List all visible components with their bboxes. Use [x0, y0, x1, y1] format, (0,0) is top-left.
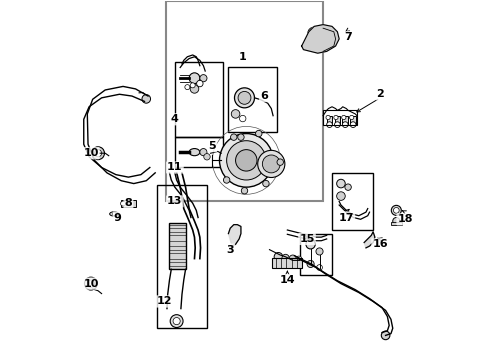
Text: 1: 1: [238, 52, 246, 62]
Bar: [299, 234, 331, 275]
Ellipse shape: [109, 212, 118, 216]
Circle shape: [325, 115, 329, 120]
Circle shape: [349, 122, 355, 127]
Bar: [342, 116, 347, 125]
Circle shape: [190, 85, 198, 93]
Circle shape: [241, 188, 247, 194]
Circle shape: [295, 256, 302, 262]
Ellipse shape: [189, 149, 200, 156]
Circle shape: [255, 130, 262, 137]
Circle shape: [336, 192, 345, 201]
Circle shape: [190, 83, 195, 88]
Circle shape: [310, 30, 317, 37]
Circle shape: [203, 154, 210, 160]
Text: 18: 18: [397, 214, 412, 224]
Polygon shape: [301, 24, 339, 53]
Circle shape: [238, 91, 250, 104]
Circle shape: [231, 110, 240, 118]
Text: 4: 4: [170, 114, 179, 124]
Circle shape: [336, 179, 345, 188]
Text: 10: 10: [83, 148, 99, 158]
Circle shape: [344, 184, 350, 190]
Bar: [228, 67, 276, 132]
Text: 14: 14: [279, 275, 295, 285]
Circle shape: [315, 248, 323, 255]
Circle shape: [288, 255, 296, 262]
Circle shape: [234, 88, 254, 108]
Bar: [326, 116, 332, 125]
Circle shape: [200, 75, 206, 82]
Bar: [175, 137, 223, 167]
Circle shape: [306, 260, 313, 267]
Bar: [165, 1, 323, 202]
Circle shape: [170, 315, 183, 328]
Bar: [323, 111, 356, 125]
Text: 17: 17: [338, 212, 353, 222]
Text: 9: 9: [114, 212, 122, 222]
Circle shape: [173, 318, 180, 325]
Circle shape: [84, 277, 97, 290]
Circle shape: [390, 205, 401, 215]
Bar: [390, 222, 401, 225]
Circle shape: [342, 122, 347, 127]
Circle shape: [237, 134, 244, 140]
Text: 8: 8: [124, 198, 132, 208]
Circle shape: [262, 180, 268, 187]
Circle shape: [333, 115, 337, 120]
Circle shape: [121, 201, 125, 206]
Circle shape: [196, 80, 203, 87]
Circle shape: [326, 122, 332, 127]
Circle shape: [230, 134, 237, 140]
Text: 15: 15: [299, 234, 314, 244]
Circle shape: [381, 331, 389, 340]
Circle shape: [87, 280, 94, 287]
Text: 16: 16: [372, 239, 387, 249]
Circle shape: [219, 134, 272, 187]
Circle shape: [200, 149, 206, 156]
Circle shape: [184, 85, 189, 90]
Circle shape: [94, 150, 102, 157]
Text: 10: 10: [83, 279, 99, 289]
Text: 3: 3: [226, 245, 234, 255]
Text: 12: 12: [156, 296, 171, 306]
Bar: [169, 223, 185, 269]
Polygon shape: [364, 232, 374, 248]
Circle shape: [305, 240, 315, 249]
Circle shape: [257, 150, 285, 177]
Bar: [121, 201, 135, 207]
Bar: [271, 257, 302, 267]
Text: 2: 2: [376, 89, 384, 99]
Circle shape: [282, 254, 288, 261]
Circle shape: [274, 252, 282, 261]
Circle shape: [142, 95, 150, 103]
Circle shape: [307, 27, 320, 40]
Text: 11: 11: [167, 162, 182, 172]
Circle shape: [91, 147, 104, 159]
Bar: [157, 185, 206, 328]
Text: 13: 13: [167, 197, 182, 206]
Circle shape: [392, 217, 399, 225]
Circle shape: [239, 115, 245, 122]
Circle shape: [223, 177, 229, 183]
Circle shape: [316, 265, 322, 270]
Bar: [349, 116, 355, 125]
Bar: [331, 173, 372, 230]
Circle shape: [349, 115, 353, 120]
Bar: [175, 62, 223, 137]
Circle shape: [341, 115, 345, 120]
Circle shape: [262, 155, 280, 173]
Text: 6: 6: [260, 91, 267, 101]
Polygon shape: [228, 225, 241, 246]
Circle shape: [226, 141, 265, 180]
Circle shape: [112, 212, 116, 216]
Circle shape: [235, 150, 257, 171]
Circle shape: [276, 159, 283, 165]
Text: 7: 7: [344, 32, 351, 42]
Bar: [334, 116, 340, 125]
Circle shape: [334, 122, 340, 127]
Circle shape: [393, 207, 398, 213]
Circle shape: [189, 73, 200, 84]
Text: 5: 5: [208, 141, 216, 151]
